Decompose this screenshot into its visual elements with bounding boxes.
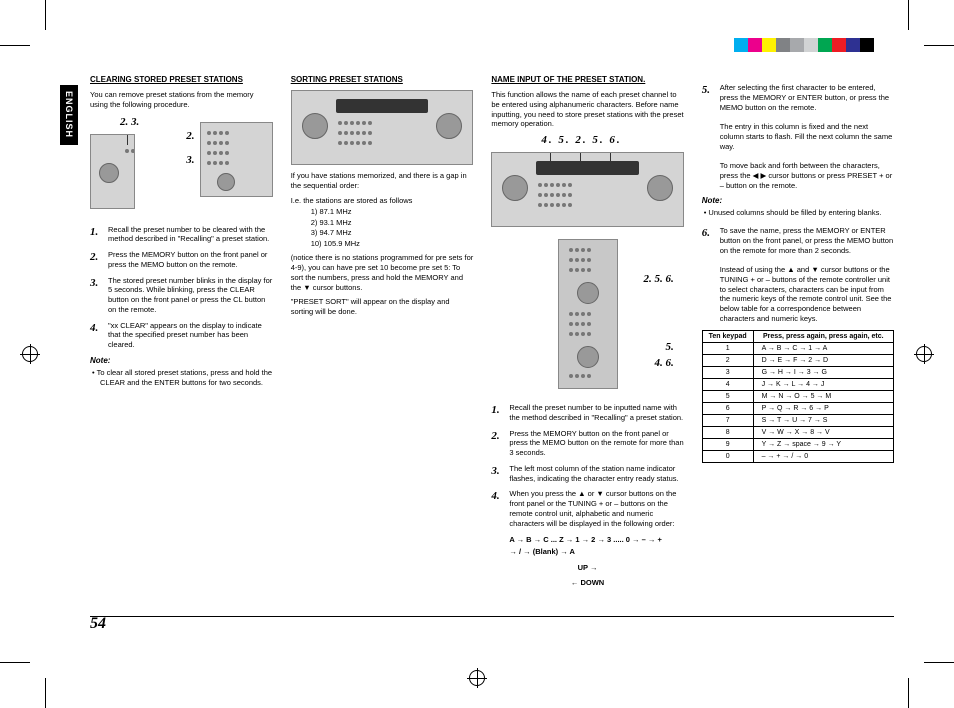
procedure-steps: 6. To save the name, press the MEMORY or… bbox=[702, 226, 894, 324]
remote-control-diagram bbox=[558, 239, 618, 389]
step-text: Press the MEMORY button on the front pan… bbox=[108, 250, 273, 270]
callout-label: 4. 5. 2. 5. 6. bbox=[491, 134, 683, 146]
page-number: 54 bbox=[90, 615, 106, 633]
body-text: If you have stations memorized, and ther… bbox=[291, 171, 474, 191]
intro-text: You can remove preset stations from the … bbox=[90, 90, 273, 110]
callout-label: 2. 3. bbox=[90, 116, 180, 128]
column-name-input-continued: 5. After selecting the first character t… bbox=[702, 75, 894, 587]
language-tab: ENGLISH bbox=[60, 85, 78, 145]
callout-label: 3. bbox=[186, 154, 194, 166]
step-text: The left most column of the station name… bbox=[509, 464, 683, 484]
step-text: "xx CLEAR" appears on the display to ind… bbox=[108, 321, 273, 350]
intro-text: This function allows the name of each pr… bbox=[491, 90, 683, 129]
color-swatch bbox=[818, 38, 832, 52]
step-text: The stored preset number blinks in the d… bbox=[108, 276, 273, 315]
table-row: 1A → B → C → 1 → A bbox=[702, 342, 893, 354]
callout-label: 4. 6. bbox=[654, 357, 673, 369]
section-title: SORTING PRESET STATIONS bbox=[291, 75, 474, 84]
note-label: Note: bbox=[702, 196, 894, 205]
note-text: Unused columns should be filled by enter… bbox=[702, 208, 894, 218]
color-calibration-bar bbox=[734, 38, 874, 52]
up-label: UP → bbox=[491, 563, 683, 572]
step-text: Instead of using the ▲ and ▼ cursor butt… bbox=[720, 265, 892, 323]
callout-label: 2. 5. 6. bbox=[643, 273, 673, 285]
step-text: Press the MEMORY button on the front pan… bbox=[509, 429, 683, 458]
character-sequence: A → B → C ... Z → 1 → 2 → 3 ..... 0 → – … bbox=[491, 534, 683, 557]
step-text: Recall the preset number to be cleared w… bbox=[108, 225, 273, 245]
table-row: 4J → K → L → 4 → J bbox=[702, 378, 893, 390]
column-clearing-presets: CLEARING STORED PRESET STATIONS You can … bbox=[90, 75, 273, 587]
color-swatch bbox=[790, 38, 804, 52]
table-row: 9Y → Z → space → 9 → Y bbox=[702, 438, 893, 450]
procedure-steps: 5. After selecting the first character t… bbox=[702, 83, 894, 190]
frequency-list: 1) 87.1 MHz 2) 93.1 MHz 3) 94.7 MHz 10) … bbox=[291, 207, 474, 249]
procedure-steps: 1.Recall the preset number to be cleared… bbox=[90, 225, 273, 350]
registration-mark-bottom bbox=[467, 668, 487, 688]
color-swatch bbox=[762, 38, 776, 52]
front-panel-diagram bbox=[90, 134, 135, 209]
callout-label: 2. bbox=[186, 130, 194, 142]
step-text: To move back and forth between the chara… bbox=[720, 161, 893, 190]
column-name-input: NAME INPUT OF THE PRESET STATION. This f… bbox=[491, 75, 683, 587]
table-row: 0– → + → / → 0 bbox=[702, 450, 893, 462]
down-label: ← DOWN bbox=[491, 578, 683, 587]
color-swatch bbox=[734, 38, 748, 52]
color-swatch bbox=[860, 38, 874, 52]
table-row: 2D → E → F → 2 → D bbox=[702, 354, 893, 366]
callout-label: 5. bbox=[665, 341, 673, 353]
body-text: I.e. the stations are stored as follows bbox=[291, 196, 474, 206]
procedure-steps: 1.Recall the preset number to be inputte… bbox=[491, 403, 683, 528]
table-header: Ten keypad bbox=[702, 330, 753, 342]
keypad-character-table: Ten keypad Press, press again, press aga… bbox=[702, 330, 894, 463]
step-text: Recall the preset number to be inputted … bbox=[509, 403, 683, 423]
note-text: To clear all stored preset stations, pre… bbox=[90, 368, 273, 388]
table-row: 6P → Q → R → 6 → P bbox=[702, 402, 893, 414]
color-swatch bbox=[846, 38, 860, 52]
step-text: The entry in this column is fixed and th… bbox=[720, 122, 893, 151]
step-text: After selecting the first character to b… bbox=[720, 83, 889, 112]
receiver-front-diagram bbox=[291, 90, 474, 165]
body-text: "PRESET SORT" will appear on the display… bbox=[291, 297, 474, 317]
registration-mark-right bbox=[914, 344, 934, 364]
table-row: 5M → N → O → 5 → M bbox=[702, 390, 893, 402]
page-footer-rule bbox=[90, 616, 894, 617]
color-swatch bbox=[804, 38, 818, 52]
section-title: CLEARING STORED PRESET STATIONS bbox=[90, 75, 273, 84]
step-text: To save the name, press the MEMORY or EN… bbox=[720, 226, 893, 255]
step-text: When you press the ▲ or ▼ cursor buttons… bbox=[509, 489, 683, 528]
receiver-front-diagram bbox=[491, 152, 683, 227]
table-row: 3G → H → I → 3 → G bbox=[702, 366, 893, 378]
color-swatch bbox=[748, 38, 762, 52]
note-label: Note: bbox=[90, 356, 273, 365]
table-row: 8V → W → X → 8 → V bbox=[702, 426, 893, 438]
section-title: NAME INPUT OF THE PRESET STATION. bbox=[491, 75, 683, 84]
color-swatch bbox=[832, 38, 846, 52]
table-row: 7S → T → U → 7 → S bbox=[702, 414, 893, 426]
color-swatch bbox=[776, 38, 790, 52]
table-header: Press, press again, press again, etc. bbox=[753, 330, 893, 342]
column-sorting-presets: SORTING PRESET STATIONS If you have stat… bbox=[291, 75, 474, 587]
remote-detail-diagram bbox=[200, 122, 272, 197]
registration-mark-left bbox=[20, 344, 40, 364]
body-text: (notice there is no stations programmed … bbox=[291, 253, 474, 292]
